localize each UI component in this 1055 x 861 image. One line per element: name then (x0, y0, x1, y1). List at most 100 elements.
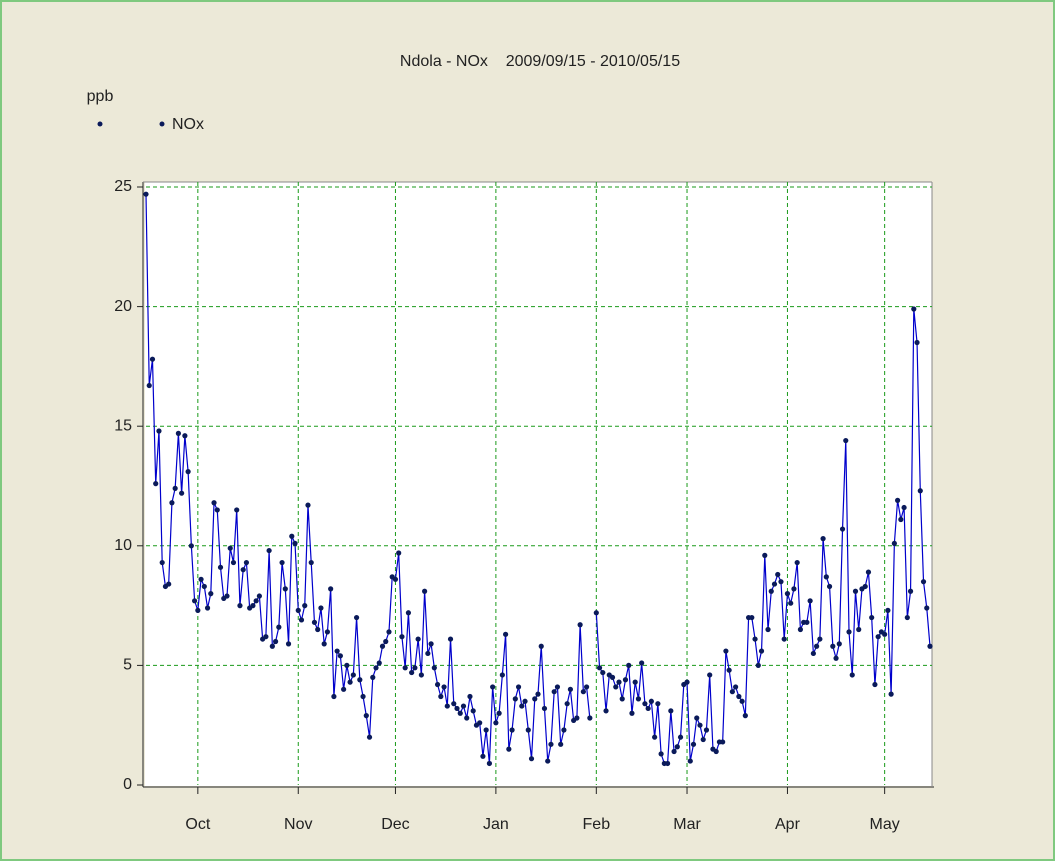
data-point (843, 437, 849, 444)
data-point (503, 631, 509, 637)
data-point (399, 634, 405, 640)
x-tick-label: May (870, 816, 900, 833)
data-point (490, 684, 496, 690)
data-point (826, 583, 833, 590)
data-point (567, 686, 573, 692)
data-point (493, 720, 499, 726)
data-point (191, 598, 198, 604)
data-point (658, 751, 664, 757)
data-point (642, 701, 648, 707)
data-point (256, 593, 262, 599)
data-point (907, 588, 914, 594)
data-point (781, 636, 787, 642)
data-point (752, 636, 758, 642)
data-point (622, 677, 629, 683)
data-point (156, 428, 162, 434)
data-point (422, 588, 428, 594)
data-point (771, 581, 778, 587)
data-point (849, 672, 855, 678)
data-point (353, 614, 360, 621)
data-point (409, 669, 415, 676)
data-point (441, 684, 447, 690)
data-point (279, 559, 285, 566)
data-point (360, 693, 366, 700)
data-point (334, 648, 340, 654)
data-point (201, 583, 207, 590)
y-axis-label: ppb (87, 88, 114, 105)
data-point (169, 500, 175, 506)
y-tick-label: 10 (114, 537, 132, 554)
data-point (188, 543, 194, 549)
data-point (285, 641, 292, 647)
data-point (613, 684, 619, 690)
data-point (509, 727, 515, 733)
data-point (700, 736, 706, 743)
data-point (292, 540, 298, 547)
data-point (720, 739, 726, 745)
data-point (648, 698, 654, 704)
data-point (616, 679, 622, 685)
data-point (515, 684, 522, 690)
data-point (564, 701, 570, 707)
data-point (366, 734, 373, 740)
data-point (632, 679, 638, 685)
data-point (224, 593, 230, 599)
data-point (328, 586, 334, 592)
y-tick-label: 15 (114, 417, 132, 434)
data-point (603, 708, 609, 714)
data-point (846, 629, 852, 635)
data-point (726, 667, 732, 673)
data-point (522, 698, 528, 704)
data-point (820, 536, 826, 542)
data-point (289, 533, 295, 539)
data-point (386, 629, 392, 635)
data-point (635, 696, 642, 702)
data-point (460, 703, 467, 709)
data-point (723, 648, 729, 654)
data-point (807, 598, 813, 604)
data-point (240, 567, 246, 573)
data-point (214, 507, 220, 513)
data-point (629, 710, 635, 716)
data-point (865, 569, 872, 575)
data-point (538, 643, 544, 649)
data-point (885, 607, 891, 613)
data-point (888, 691, 894, 697)
data-point (337, 653, 343, 659)
data-point (272, 638, 279, 645)
data-point (324, 629, 331, 635)
data-point (405, 610, 412, 616)
data-point (392, 576, 399, 582)
data-point (499, 672, 505, 678)
data-point (318, 605, 324, 611)
legend-label: NOx (172, 116, 204, 133)
data-point (788, 600, 794, 606)
data-point (418, 672, 424, 678)
data-point (587, 715, 593, 721)
data-point (149, 356, 156, 362)
data-point (548, 741, 554, 747)
data-point (797, 626, 804, 633)
data-point (755, 662, 761, 669)
data-point (447, 636, 454, 642)
data-point (496, 710, 502, 716)
data-point (428, 641, 434, 647)
data-point (749, 614, 755, 621)
data-point (664, 760, 671, 767)
data-point (204, 605, 211, 611)
data-point (195, 607, 201, 613)
data-point (655, 701, 661, 707)
chart-title: Ndola - NOx 2009/09/15 - 2010/05/15 (400, 53, 680, 70)
data-point (733, 684, 739, 690)
y-tick-label: 5 (123, 657, 132, 674)
data-point (891, 540, 897, 547)
data-point (535, 691, 541, 697)
data-point (269, 643, 275, 649)
data-point (684, 679, 690, 685)
data-point (671, 748, 677, 755)
data-point (697, 722, 703, 728)
data-point (370, 674, 376, 680)
data-point (600, 669, 606, 676)
data-point (266, 547, 272, 554)
